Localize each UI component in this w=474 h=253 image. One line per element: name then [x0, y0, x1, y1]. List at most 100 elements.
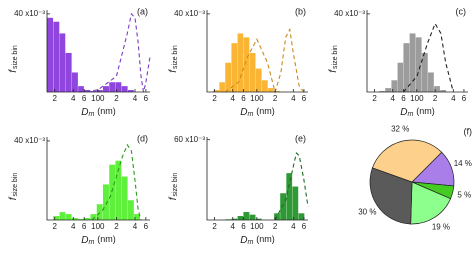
y-label-sub: size bin: [12, 173, 19, 197]
x-tick-label: 2: [273, 222, 278, 231]
panel-label: (d): [137, 133, 148, 143]
x-label-unit: (nm): [256, 106, 275, 116]
histogram-bar: [78, 219, 84, 220]
histogram-bar: [219, 82, 225, 92]
axes: [46, 137, 150, 221]
panel-label: (b): [295, 6, 306, 16]
panel-label: (e): [295, 133, 306, 143]
x-label-unit: (nm): [256, 234, 275, 244]
histogram-bar: [237, 215, 244, 220]
histogram-bar: [121, 176, 128, 220]
x-tick-label: 2: [114, 222, 119, 231]
histogram-bar: [286, 173, 293, 220]
y-label-sub: size bin: [12, 45, 19, 69]
x-tick-label: 2: [212, 222, 217, 231]
histogram-bar: [249, 52, 256, 92]
x-label-main: D: [81, 235, 88, 246]
x-tick-label: 6: [82, 94, 87, 103]
x-tick-label: 6: [241, 222, 246, 231]
histogram-bar: [280, 193, 287, 220]
histogram-bar: [249, 214, 256, 220]
histogram-bar: [440, 90, 447, 92]
histogram-bar: [90, 214, 97, 220]
x-label-sub: m: [88, 111, 94, 118]
y-tick-label: 40 x10⁻³: [14, 9, 45, 18]
histogram-bar: [65, 214, 72, 220]
y-tick-label: 40 x10⁻³: [174, 9, 205, 18]
x-tick-label: 4: [71, 94, 76, 103]
pie-value-label: 32 %: [391, 124, 409, 133]
histogram-bar: [109, 82, 116, 92]
y-axis-label: fsize bin: [328, 45, 339, 73]
histogram-bar: [261, 80, 268, 92]
dashed-curve: [274, 152, 309, 221]
x-tick-label: 2: [114, 94, 119, 103]
x-label-unit: (nm): [97, 106, 116, 116]
histogram-bar: [243, 37, 250, 92]
panel-label: (c): [456, 6, 467, 16]
x-tick-label: 100: [250, 94, 264, 103]
x-tick-label: 4: [231, 94, 236, 103]
y-label-sub: size bin: [172, 173, 179, 197]
x-axis-label: Dm (nm): [81, 106, 116, 117]
histogram-bar: [71, 218, 78, 220]
x-tick-label: 100: [410, 94, 424, 103]
x-tick-label: 2: [273, 94, 278, 103]
x-label-unit: (nm): [416, 106, 435, 116]
histogram-bar: [115, 160, 122, 220]
histogram-bar: [231, 218, 238, 220]
histogram-bar: [213, 90, 220, 92]
x-axis-label: Dm (nm): [240, 234, 275, 245]
x-axis-label: Dm (nm): [400, 106, 435, 117]
histogram-bar: [409, 33, 416, 92]
x-tick-label: 6: [241, 94, 246, 103]
y-label-main: f: [168, 196, 179, 200]
x-label-unit: (nm): [97, 234, 116, 244]
histogram-bar: [268, 88, 274, 92]
x-tick-label: 4: [291, 222, 296, 231]
y-label-main: f: [8, 69, 19, 73]
x-label-sub: m: [88, 239, 94, 246]
x-tick-label: 4: [231, 222, 236, 231]
axes: [46, 10, 150, 93]
histogram-bar: [385, 88, 392, 92]
y-axis-label: fsize bin: [8, 45, 19, 73]
x-tick-label: 6: [462, 94, 467, 103]
x-tick-label: 100: [91, 94, 105, 103]
pie-slice: [410, 181, 452, 225]
histogram-bar: [96, 204, 103, 220]
x-tick-label: 4: [133, 94, 138, 103]
histogram-bar: [255, 218, 262, 220]
pie-value-label: 14 %: [454, 159, 472, 168]
panel-label: (f): [464, 126, 473, 136]
histogram-bar: [243, 211, 250, 220]
x-tick-label: 6: [82, 222, 87, 231]
x-tick-label: 4: [291, 94, 296, 103]
dashed-curve: [79, 12, 151, 93]
histogram-bar: [428, 72, 434, 92]
x-tick-label: 4: [133, 222, 138, 231]
pie-value-label: 19 %: [432, 223, 450, 232]
y-label-sub: size bin: [332, 45, 339, 69]
histogram-bar: [237, 33, 244, 92]
histogram-bar: [292, 186, 299, 220]
histogram-bar: [134, 214, 141, 220]
histogram-bar: [391, 80, 398, 92]
x-label-main: D: [400, 107, 407, 118]
histogram-bar: [274, 91, 280, 92]
histogram-bar: [65, 52, 72, 92]
histogram-bar: [127, 90, 134, 92]
x-tick-label: 4: [451, 94, 456, 103]
x-label-sub: m: [407, 111, 413, 118]
pie-value-label: 5 %: [457, 191, 471, 200]
y-tick-label: 40 x10⁻³: [14, 136, 45, 145]
y-axis-label: fsize bin: [168, 173, 179, 201]
histogram-bar: [59, 212, 66, 220]
x-tick-label: 6: [144, 94, 149, 103]
x-tick-label: 4: [391, 94, 396, 103]
x-tick-label: 6: [302, 94, 307, 103]
histogram-bar: [47, 17, 54, 92]
histogram-bar: [403, 43, 410, 92]
panel-label: (a): [137, 6, 148, 16]
